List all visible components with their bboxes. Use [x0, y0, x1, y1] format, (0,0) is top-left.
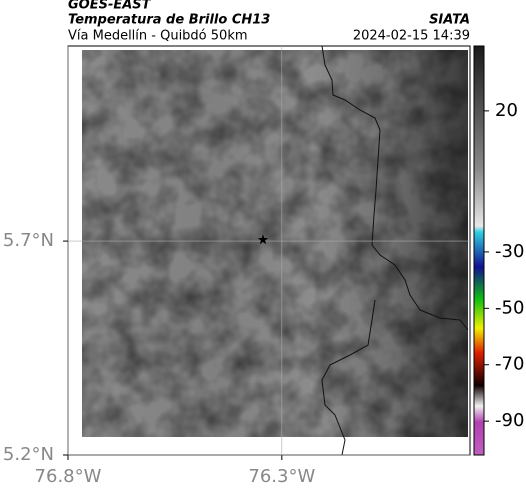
borders — [321, 45, 469, 456]
brand: SIATA — [429, 13, 470, 28]
colorbar-tick-label: -30 — [495, 241, 524, 262]
subtitle: Vía Medellín - Quibdó 50km — [68, 29, 248, 44]
cloud-texture — [82, 50, 468, 437]
y-tick-label: 5.2°N — [3, 444, 54, 465]
colorbar-tick-label: -50 — [495, 297, 524, 318]
source: GOES-EAST — [68, 0, 152, 13]
colorbar-tick-label: 20 — [495, 100, 518, 121]
colorbar-tick-label: -70 — [495, 354, 524, 375]
x-tick-label: 76.8°W — [35, 466, 102, 487]
colorbar — [473, 45, 485, 456]
location-marker — [257, 234, 269, 245]
colorbar-tick-label: -90 — [495, 410, 524, 431]
title: Temperatura de Brillo CH13 — [68, 13, 270, 28]
y-tick-label: 5.7°N — [3, 230, 54, 251]
timestamp: 2024-02-15 14:39 — [353, 29, 470, 44]
x-tick-label: 76.3°W — [248, 466, 315, 487]
